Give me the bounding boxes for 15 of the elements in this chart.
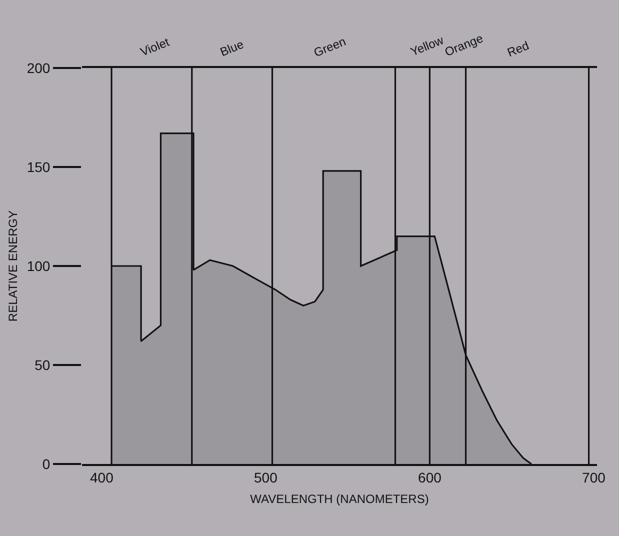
y-axis-title: RELATIVE ENERGY <box>6 210 20 322</box>
text: Red <box>505 38 531 60</box>
y-tick-label: 150 <box>26 158 50 175</box>
text: Blue <box>218 37 246 60</box>
y-tick-label: 200 <box>26 60 50 76</box>
text: Violet <box>138 34 172 60</box>
x-tick-label: 700 <box>582 470 606 486</box>
text: Green <box>312 34 348 60</box>
x-tick-label: 600 <box>418 470 442 486</box>
y-tick-label: 50 <box>34 356 50 373</box>
y-tick-label: 0 <box>42 456 50 472</box>
x-tick-label: 400 <box>90 470 114 486</box>
x-tick-label: 500 <box>254 470 278 486</box>
x-axis-title: WAVELENGTH (NANOMETERS) <box>250 492 429 506</box>
y-tick-label: 100 <box>26 258 50 274</box>
